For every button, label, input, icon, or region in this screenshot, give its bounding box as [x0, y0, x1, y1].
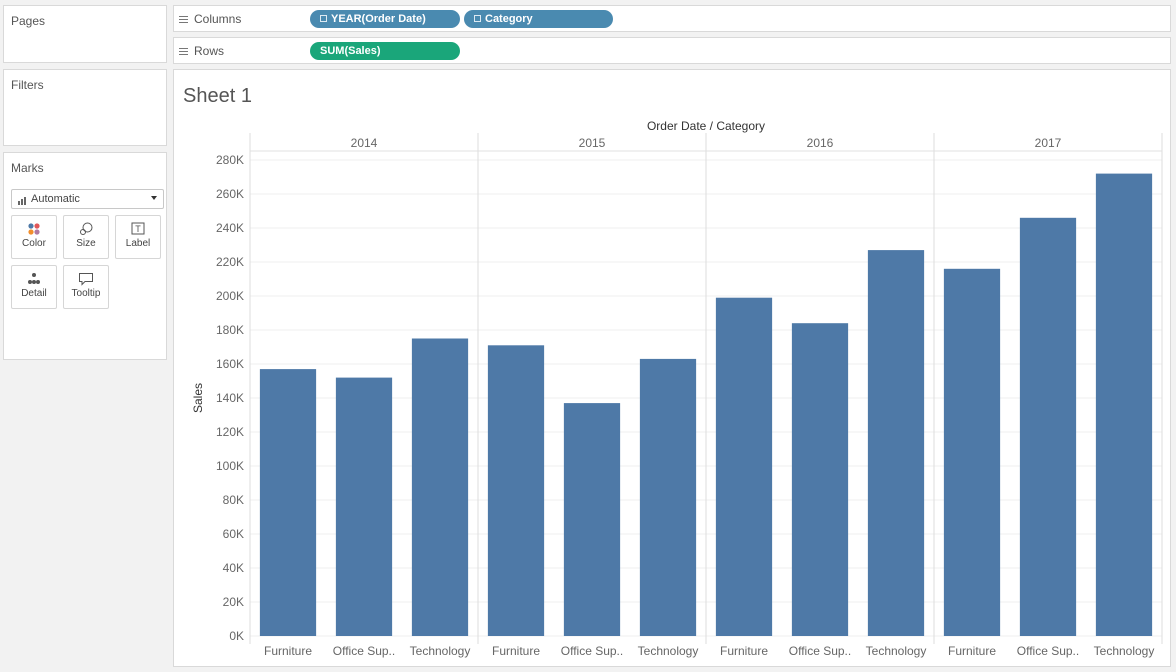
- bar: [867, 250, 925, 636]
- year-header: 2017: [1035, 136, 1062, 150]
- bar: [791, 323, 849, 636]
- bar: [1095, 173, 1153, 636]
- detail-button-label: Detail: [21, 288, 47, 299]
- bar: [411, 338, 469, 636]
- columns-shelf-label: Columns: [179, 12, 241, 26]
- header-title: Order Date / Category: [647, 119, 765, 133]
- category-label: Furniture: [492, 644, 540, 658]
- pages-title: Pages: [11, 14, 46, 28]
- y-tick-label: 20K: [223, 595, 244, 609]
- color-button-label: Color: [22, 238, 46, 249]
- y-tick-label: 220K: [216, 255, 244, 269]
- y-axis-title: Sales: [191, 383, 205, 413]
- y-tick-label: 260K: [216, 187, 244, 201]
- label-button[interactable]: T Label: [115, 215, 161, 259]
- color-icon: [12, 216, 56, 238]
- category-label: Furniture: [948, 644, 996, 658]
- color-button[interactable]: Color: [11, 215, 57, 259]
- label-icon: T: [116, 216, 160, 238]
- rows-shelf[interactable]: Rows SUM(Sales): [173, 37, 1171, 64]
- bar: [715, 297, 773, 636]
- discrete-icon: [474, 15, 481, 22]
- y-tick-label: 100K: [216, 459, 244, 473]
- filters-title: Filters: [11, 78, 44, 92]
- detail-button[interactable]: Detail: [11, 265, 57, 309]
- bar: [639, 358, 697, 636]
- y-tick-label: 200K: [216, 289, 244, 303]
- sum-sales-pill[interactable]: SUM(Sales): [310, 42, 460, 60]
- y-tick-label: 120K: [216, 425, 244, 439]
- year-header: 2015: [579, 136, 606, 150]
- bar-chart: Order Date / Category 0K 20K 40K 60K 80K 100K 1…: [191, 119, 1163, 658]
- rows-shelf-label: Rows: [179, 44, 224, 58]
- category-label: Technology: [638, 644, 699, 658]
- y-tick-label: 160K: [216, 357, 244, 371]
- pages-card[interactable]: Pages: [3, 5, 167, 63]
- year-header: 2014: [351, 136, 378, 150]
- mark-type-value: Automatic: [31, 193, 80, 205]
- category-label: Technology: [866, 644, 927, 658]
- marks-title: Marks: [11, 161, 44, 175]
- y-tick-label: 0K: [229, 629, 244, 643]
- worksheet-view: Sheet 1 Order Date / Category 0K 20K 40K 60K…: [173, 69, 1171, 667]
- y-tick-label: 80K: [223, 493, 244, 507]
- bar: [259, 369, 317, 636]
- y-tick-label: 140K: [216, 391, 244, 405]
- bar: [335, 377, 393, 636]
- y-tick-label: 40K: [223, 561, 244, 575]
- y-tick-label: 60K: [223, 527, 244, 541]
- bar: [563, 403, 621, 636]
- y-tick-label: 180K: [216, 323, 244, 337]
- category-pill[interactable]: Category: [464, 10, 613, 28]
- marks-card: Marks Automatic Color Size T Label: [3, 152, 167, 360]
- bar-chart-icon: [18, 193, 27, 205]
- size-button-label: Size: [76, 238, 96, 249]
- tooltip-icon: [64, 266, 108, 288]
- bar: [1019, 217, 1077, 637]
- bar: [943, 268, 1001, 636]
- category-label: Office Sup..: [1017, 644, 1079, 658]
- tooltip-button[interactable]: Tooltip: [63, 265, 109, 309]
- filters-card[interactable]: Filters: [3, 69, 167, 146]
- columns-shelf[interactable]: Columns YEAR(Order Date) Category: [173, 5, 1171, 32]
- category-label: Furniture: [720, 644, 768, 658]
- size-button[interactable]: Size: [63, 215, 109, 259]
- mark-type-dropdown[interactable]: Automatic: [11, 189, 164, 209]
- category-label: Office Sup..: [561, 644, 623, 658]
- category-label: Furniture: [264, 644, 312, 658]
- chevron-down-icon: [151, 196, 157, 200]
- y-tick-label: 280K: [216, 153, 244, 167]
- bar: [487, 345, 545, 636]
- size-icon: [64, 216, 108, 238]
- year-order-date-pill[interactable]: YEAR(Order Date): [310, 10, 460, 28]
- category-label: Office Sup..: [789, 644, 851, 658]
- tooltip-button-label: Tooltip: [71, 288, 101, 299]
- detail-icon: [12, 266, 56, 288]
- columns-icon: [179, 14, 188, 25]
- discrete-icon: [320, 15, 327, 22]
- rows-icon: [179, 46, 188, 57]
- year-header: 2016: [807, 136, 834, 150]
- category-label: Technology: [1094, 644, 1155, 658]
- category-label: Office Sup..: [333, 644, 395, 658]
- label-button-label: Label: [125, 238, 151, 249]
- category-label: Technology: [410, 644, 471, 658]
- svg-text:T: T: [135, 224, 141, 234]
- y-tick-label: 240K: [216, 221, 244, 235]
- sheet-title: Sheet 1: [183, 85, 252, 107]
